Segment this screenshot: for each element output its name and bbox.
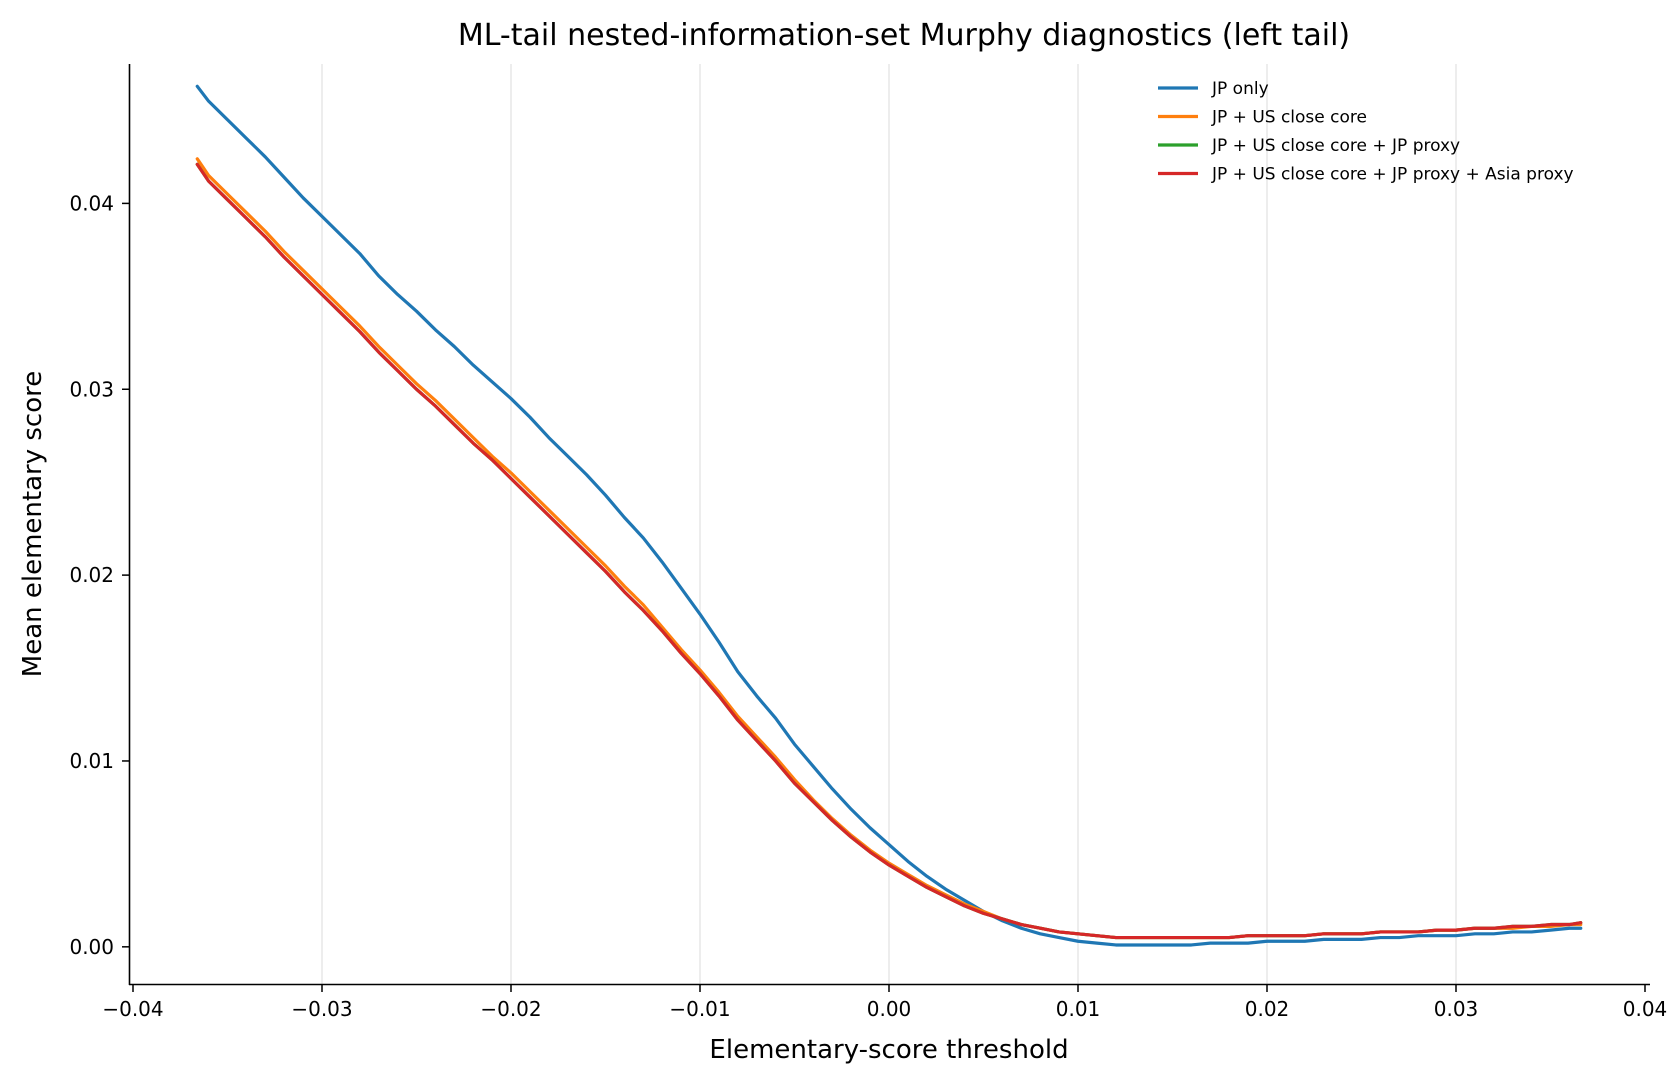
chart-title: ML-tail nested-information-set Murphy di… <box>458 18 1350 53</box>
y-tick-label: 0.03 <box>69 377 114 401</box>
y-tick-label: 0.01 <box>69 749 114 773</box>
x-tick-label: 0.01 <box>1056 997 1101 1021</box>
legend-entry-label: JP + US close core <box>1211 108 1367 128</box>
legend: JP only JP + US close core JP + US close c… <box>1158 79 1574 185</box>
x-axis-label: Elementary-score threshold <box>709 1035 1068 1065</box>
legend-entry-label: JP + US close core + JP proxy + Asia pro… <box>1211 165 1574 185</box>
legend-entry-label: JP only <box>1211 79 1269 99</box>
x-tick-label: 0.00 <box>867 997 912 1021</box>
x-axis-ticks: −0.04 −0.03 −0.02 −0.01 0.00 0.01 0.02 0.03 0.04 <box>102 985 1667 1021</box>
y-axis-ticks: 0.00 0.01 0.02 0.03 0.04 <box>69 191 129 959</box>
vertical-grid-lines <box>321 64 1457 984</box>
x-tick-label: −0.03 <box>291 997 352 1021</box>
series-line-1 <box>195 84 1583 947</box>
y-tick-label: 0.02 <box>69 563 114 587</box>
y-axis-label: Mean elementary score <box>18 371 48 677</box>
x-tick-label: −0.04 <box>102 997 163 1021</box>
x-tick-label: −0.01 <box>669 997 730 1021</box>
x-tick-label: 0.04 <box>1623 997 1668 1021</box>
y-tick-label: 0.04 <box>69 191 114 215</box>
series-line-4 <box>195 162 1583 940</box>
x-tick-label: 0.02 <box>1245 997 1290 1021</box>
x-tick-label: −0.02 <box>480 997 541 1021</box>
legend-entry-label: JP + US close core + JP proxy <box>1211 136 1460 156</box>
series-lines <box>195 84 1583 947</box>
y-tick-label: 0.00 <box>69 935 114 959</box>
x-tick-label: 0.03 <box>1434 997 1479 1021</box>
